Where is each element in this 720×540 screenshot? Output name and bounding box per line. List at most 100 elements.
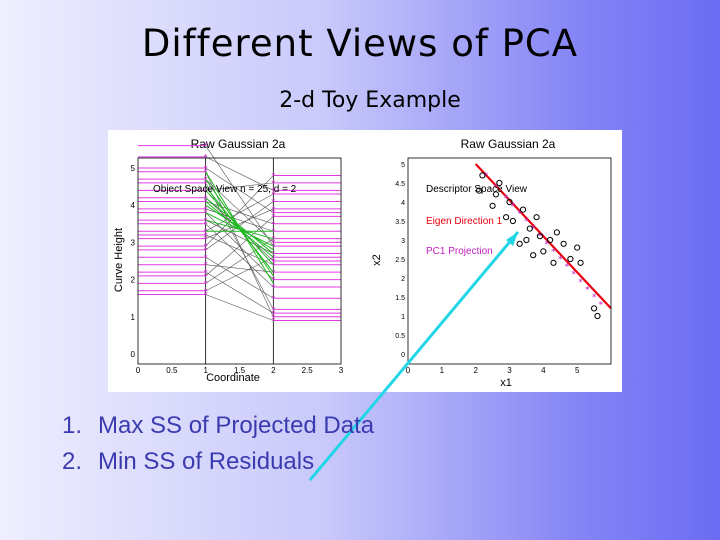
left-point-marker: * [271, 294, 275, 303]
pc1-projection-point: * [565, 263, 570, 273]
arrow-to-pc1-projection [308, 231, 520, 481]
left-ytick-label: 2 [131, 276, 136, 285]
bullet-item-2: 2. Min SS of Residuals [62, 444, 374, 480]
left-xtick-label: 3 [339, 366, 344, 375]
bullet-number: 2. [62, 448, 83, 475]
data-point [492, 191, 500, 198]
right-xtick-label: 4 [541, 366, 546, 375]
left-xtick-label: 2.5 [302, 366, 314, 375]
data-point [560, 240, 567, 247]
data-point [594, 312, 601, 320]
pc1-projection-point: * [524, 217, 529, 227]
left-point-marker: * [204, 290, 208, 299]
left-profile-line [205, 257, 274, 299]
legend-descriptor-space: Descriptor Space View [426, 184, 528, 195]
left-point-marker: * [204, 220, 208, 229]
pc1-projection-point: * [531, 225, 536, 235]
left-point-marker: * [271, 313, 275, 322]
data-point [496, 179, 503, 187]
left-point-marker: * [204, 279, 208, 288]
right-xtick-label: 2 [473, 366, 478, 375]
data-point [475, 187, 483, 194]
bullet-text: Min SS of Residuals [98, 448, 315, 475]
left-point-marker: * [204, 179, 208, 188]
left-point-marker: * [271, 238, 275, 247]
pc1-projection-point: * [599, 301, 604, 311]
data-point [547, 236, 554, 244]
left-ytick-label: 0 [131, 350, 136, 359]
data-point [574, 244, 581, 251]
left-point-marker: * [271, 197, 275, 206]
pc1-projection-point: * [517, 209, 522, 219]
bullet-list: 1. Max SS of Projected Data 2. Min SS of R… [62, 408, 374, 480]
right-xtick-label: 3 [507, 366, 512, 375]
left-point-marker: * [271, 179, 275, 188]
left-point-marker: * [271, 235, 275, 244]
left-point-marker: * [271, 253, 275, 262]
left-point-marker: * [271, 220, 275, 229]
left-tick-labels: 0 0.5 1 1.5 2 2.5 3 0 1 2 3 4 5 [131, 164, 344, 375]
left-profile-line [205, 167, 274, 213]
right-ytick-label: 2.5 [395, 257, 405, 264]
right-ytick-label: 5 [401, 162, 405, 169]
left-xtick-label: 0.5 [166, 366, 178, 375]
left-profile-line [205, 238, 274, 284]
left-point-marker: * [204, 142, 208, 151]
left-point-marker: * [204, 164, 208, 173]
left-point-marker: * [204, 231, 208, 240]
left-point-marker: * [271, 276, 275, 285]
left-xtick-label: 0 [136, 366, 141, 375]
data-point [533, 214, 540, 221]
pc1-projection-point: * [572, 270, 577, 280]
left-profile-lines: ****************************************… [138, 142, 341, 364]
data-point [550, 259, 557, 266]
slide-title: Different Views of PCA [141, 22, 579, 65]
bullet-item-1: 1. Max SS of Projected Data [62, 408, 374, 444]
left-axes-box [137, 157, 342, 365]
left-xlabel: Coordinate [206, 372, 260, 384]
right-ytick-label: 4.5 [395, 181, 405, 188]
right-tick-labels: 0 1 2 3 4 5 0 0.5 1 1.5 2 2.5 3 3.5 4 4.5 5 [395, 162, 580, 375]
data-point [506, 198, 513, 206]
left-profile-line [205, 271, 274, 314]
right-ylabel: x2 [371, 254, 383, 266]
left-ylabel: Curve Height [113, 228, 125, 292]
left-profile-line [205, 294, 274, 321]
right-data-marks: ***************** [474, 163, 612, 320]
left-point-marker: * [271, 171, 275, 180]
data-point [526, 225, 533, 232]
left-point-marker: * [271, 209, 275, 218]
right-xlabel: x1 [500, 377, 512, 389]
left-profile-line [205, 264, 274, 273]
arrow-head [506, 232, 518, 246]
right-axes-box [407, 157, 612, 365]
left-profile-line [205, 257, 274, 292]
data-point [516, 240, 523, 247]
left-point-marker: * [271, 190, 275, 199]
pc1-projection-point: * [551, 247, 556, 257]
pc1-projection-point: * [592, 293, 597, 303]
pc1-projection-point: * [578, 278, 583, 288]
right-ytick-label: 2 [401, 276, 405, 283]
left-point-marker: * [204, 235, 208, 244]
data-point [540, 248, 547, 255]
left-xtick-label: 1.5 [234, 366, 246, 375]
left-profile-line [205, 182, 274, 191]
data-point [503, 214, 510, 221]
right-xtick-label: 5 [575, 366, 580, 375]
right-ytick-label: 0.5 [395, 333, 405, 340]
left-xtick-label: 2 [271, 366, 276, 375]
data-point [577, 259, 584, 266]
left-point-marker: * [271, 283, 275, 292]
left-point-marker: * [204, 242, 208, 251]
data-point [523, 236, 530, 244]
right-ytick-label: 3.5 [395, 219, 405, 226]
legend-pc1-projection: PC1 Projection [426, 246, 493, 257]
left-point-marker: * [271, 317, 275, 326]
data-point [567, 255, 574, 263]
left-ytick-label: 1 [131, 313, 136, 322]
left-point-marker: * [271, 250, 275, 259]
data-point [519, 206, 527, 213]
pc1-projection-point: * [504, 194, 509, 204]
